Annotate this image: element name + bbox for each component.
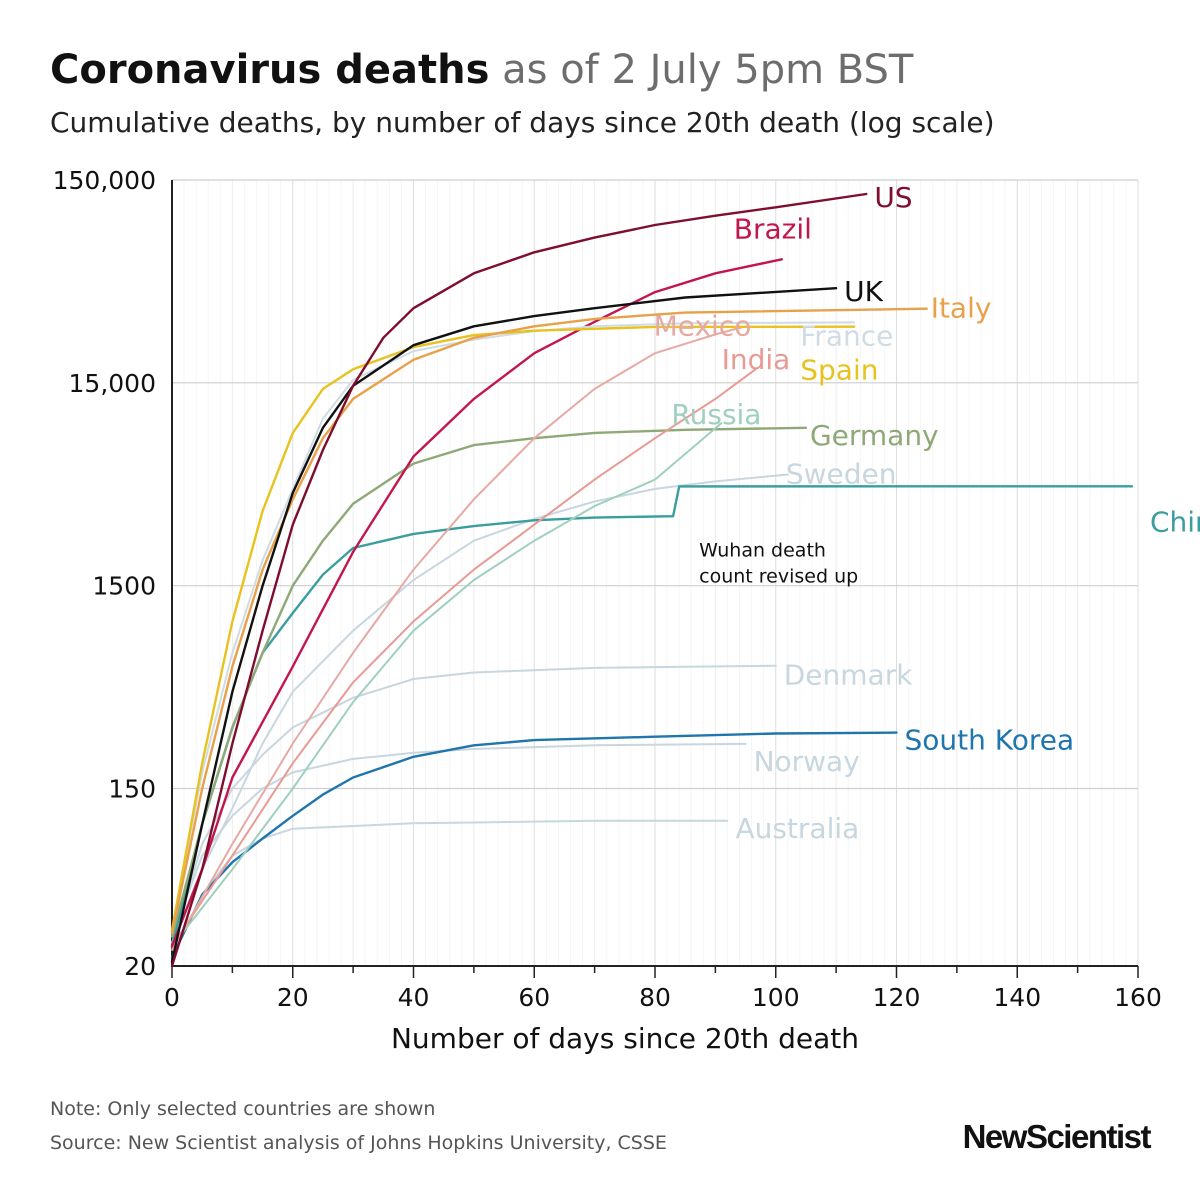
chart-subtitle: Cumulative deaths, by number of days sin… <box>50 106 995 139</box>
gridlines <box>172 179 1139 966</box>
y-tick-label: 150,000 <box>53 166 156 195</box>
series-line-brazil <box>170 258 783 948</box>
series-line-south-korea <box>170 731 898 959</box>
series-label-spain: Spain <box>800 354 878 387</box>
series-lines <box>170 192 1134 968</box>
title-date-note: as of 2 July 5pm BST <box>502 47 914 93</box>
series-label-sweden: Sweden <box>786 457 897 490</box>
axes: 0 20 40 60 80 100 120 140 160 20 150 1500 15,000 150,… <box>53 166 1162 1055</box>
new-scientist-logo: NewScientist <box>962 1118 1152 1155</box>
x-tick-label: 160 <box>1114 983 1162 1012</box>
y-tick-label: 20 <box>124 952 156 981</box>
x-tick-label: 120 <box>873 983 921 1012</box>
series-label-russia: Russia <box>671 398 761 431</box>
footer-note: Note: Only selected countries are shown <box>50 1098 436 1120</box>
series-label-uk: UK <box>844 275 883 308</box>
series-line-italy <box>170 307 928 935</box>
footer-source: Source: New Scientist analysis of Johns … <box>50 1132 667 1154</box>
series-label-denmark: Denmark <box>784 659 913 692</box>
series-line-uk <box>170 287 838 963</box>
x-axis-label: Number of days since 20th death <box>391 1022 859 1055</box>
annotation-line: count revised up <box>699 565 858 587</box>
chart-header: Coronavirus deaths as of 2 July 5pm BST … <box>50 46 1150 139</box>
chart-title: Coronavirus deaths as of 2 July 5pm BST <box>50 46 1150 94</box>
title-main: Coronavirus deaths <box>50 47 490 93</box>
y-tick-label: 150 <box>108 775 156 804</box>
series-line-spain <box>170 325 856 932</box>
x-tick-label: 20 <box>277 983 309 1012</box>
y-tick-label: 1500 <box>92 572 156 601</box>
series-line-mexico <box>171 325 747 951</box>
series-label-norway: Norway <box>754 745 860 778</box>
x-tick-label: 60 <box>518 983 550 1012</box>
series-line-australia <box>171 819 729 959</box>
series-line-france <box>171 321 856 932</box>
annotation-line: Wuhan death <box>699 539 826 561</box>
series-label-us: US <box>874 181 912 214</box>
series-labels: Australia Norway Denmark South Korea Sweden C… <box>654 181 1200 845</box>
x-tick-label: 140 <box>993 983 1041 1012</box>
series-line-us <box>170 192 868 968</box>
series-line-germany <box>170 426 808 938</box>
annotations: Wuhan death count revised up <box>699 539 858 587</box>
x-tick-label: 40 <box>398 983 430 1012</box>
y-tick-label: 15,000 <box>69 369 156 398</box>
series-line-sweden <box>171 473 789 948</box>
series-label-india: India <box>722 343 791 376</box>
chart-footer: Note: Only selected countries are shown … <box>50 1092 667 1160</box>
series-line-russia <box>171 422 723 948</box>
series-label-germany: Germany <box>810 419 939 452</box>
series-label-italy: Italy <box>931 292 992 325</box>
series-label-south-korea: South Korea <box>905 724 1075 757</box>
series-label-brazil: Brazil <box>734 212 812 245</box>
x-tick-label: 80 <box>639 983 671 1012</box>
series-line-denmark <box>171 664 777 944</box>
series-label-china: China <box>1150 505 1200 538</box>
series-line-india <box>171 366 759 948</box>
series-line-norway <box>171 742 747 938</box>
x-tick-label: 100 <box>752 983 800 1012</box>
series-label-france: France <box>800 319 893 352</box>
x-tick-label: 0 <box>164 983 180 1012</box>
series-label-australia: Australia <box>735 812 859 845</box>
series-label-mexico: Mexico <box>654 309 752 342</box>
